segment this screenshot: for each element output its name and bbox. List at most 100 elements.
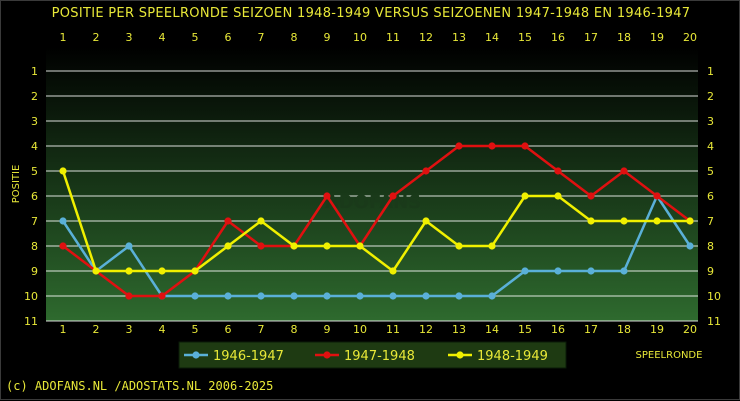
data-point	[686, 217, 694, 225]
series-line	[61, 194, 692, 298]
data-point	[488, 292, 496, 300]
x-tick-label: 11	[386, 323, 400, 336]
x-tick-label: 12	[419, 31, 433, 44]
data-point	[521, 192, 529, 200]
data-point	[620, 217, 628, 225]
data-point	[455, 292, 463, 300]
y-tick-label: 11	[707, 315, 721, 328]
data-point	[59, 242, 67, 250]
x-tick-label: 2	[93, 31, 100, 44]
y-tick-label: 1	[31, 65, 38, 78]
y-tick-label: 5	[707, 165, 714, 178]
x-tick-label: 20	[683, 31, 697, 44]
x-tick-label: 7	[258, 31, 265, 44]
x-tick-label: 4	[159, 31, 166, 44]
data-point	[191, 267, 199, 275]
y-tick-label: 10	[707, 290, 721, 303]
x-tick-label: 17	[584, 323, 598, 336]
y-tick-label: 2	[707, 90, 714, 103]
grid-lines	[46, 70, 698, 322]
data-point	[158, 292, 166, 300]
series-line	[61, 170, 690, 273]
data-point	[59, 217, 67, 225]
y-tick-label: 1	[707, 65, 714, 78]
x-tick-label: 2	[93, 323, 100, 336]
x-tick-label: 14	[485, 31, 499, 44]
data-point	[686, 242, 694, 250]
data-point	[554, 267, 562, 275]
x-tick-label: 8	[291, 31, 298, 44]
x-tick-label: 16	[551, 323, 565, 336]
y-tick-label: 10	[24, 290, 38, 303]
data-point	[587, 267, 595, 275]
x-tick-label: 20	[683, 323, 697, 336]
legend-label: 1947-1948	[344, 349, 415, 364]
y-tick-label: 6	[31, 190, 38, 203]
watermark-text: ADOFANS	[325, 192, 421, 213]
data-point	[257, 217, 265, 225]
y-tick-label: 3	[707, 115, 714, 128]
y-tick-label: 7	[31, 215, 38, 228]
legend-box	[178, 341, 567, 369]
data-point	[653, 217, 661, 225]
data-point	[488, 242, 496, 250]
x-tick-label: 5	[192, 31, 199, 44]
data-point	[620, 167, 628, 175]
data-point	[323, 292, 331, 300]
data-point	[587, 217, 595, 225]
data-point	[323, 192, 331, 200]
data-point	[455, 142, 463, 150]
data-point	[290, 292, 298, 300]
x-tick-label: 19	[650, 323, 664, 336]
legend: 1946-1947 1947-1948 1948-1949	[178, 341, 567, 369]
x-tick-label: 4	[159, 323, 166, 336]
x-tick-label: 9	[324, 323, 331, 336]
x-tick-label: 1	[60, 323, 67, 336]
series-line	[62, 144, 691, 298]
y-tick-label: 8	[31, 240, 38, 253]
x-tick-label: 9	[324, 31, 331, 44]
data-point	[521, 267, 529, 275]
data-point	[521, 142, 529, 150]
x-tick-label: 12	[419, 323, 433, 336]
x-tick-label: 15	[518, 31, 532, 44]
y-tick-label: 5	[31, 165, 38, 178]
data-point	[554, 167, 562, 175]
x-tick-label: 7	[258, 323, 265, 336]
x-tick-label: 10	[353, 323, 367, 336]
x-tick-label: 14	[485, 323, 499, 336]
legend-label: 1946-1947	[213, 349, 284, 364]
x-tick-label: 5	[192, 323, 199, 336]
x-tick-label: 1	[60, 31, 67, 44]
x-tick-label: 8	[291, 323, 298, 336]
y-tick-label: 9	[707, 265, 714, 278]
data-point	[422, 292, 430, 300]
data-point	[158, 267, 166, 275]
data-point	[224, 217, 232, 225]
data-point	[59, 167, 67, 175]
legend-marker	[192, 351, 200, 359]
y-tick-label: 9	[31, 265, 38, 278]
data-point	[422, 217, 430, 225]
data-point	[356, 242, 364, 250]
y-tick-label: 6	[707, 190, 714, 203]
data-point	[488, 142, 496, 150]
data-point	[92, 267, 100, 275]
data-point	[290, 242, 298, 250]
y-tick-label: 11	[24, 315, 38, 328]
x-tick-label: 16	[551, 31, 565, 44]
data-point	[653, 192, 661, 200]
data-point	[257, 292, 265, 300]
x-tick-label: 18	[617, 31, 631, 44]
x-tick-label: 10	[353, 31, 367, 44]
data-point	[389, 292, 397, 300]
data-point	[224, 292, 232, 300]
legend-marker	[456, 351, 464, 359]
x-tick-label: 3	[126, 31, 133, 44]
data-point	[587, 192, 595, 200]
x-tick-label: 13	[452, 31, 466, 44]
tick-labels: 1122334455667788991010111112121313141415…	[24, 31, 721, 336]
data-point	[455, 242, 463, 250]
x-tick-label: 3	[126, 323, 133, 336]
